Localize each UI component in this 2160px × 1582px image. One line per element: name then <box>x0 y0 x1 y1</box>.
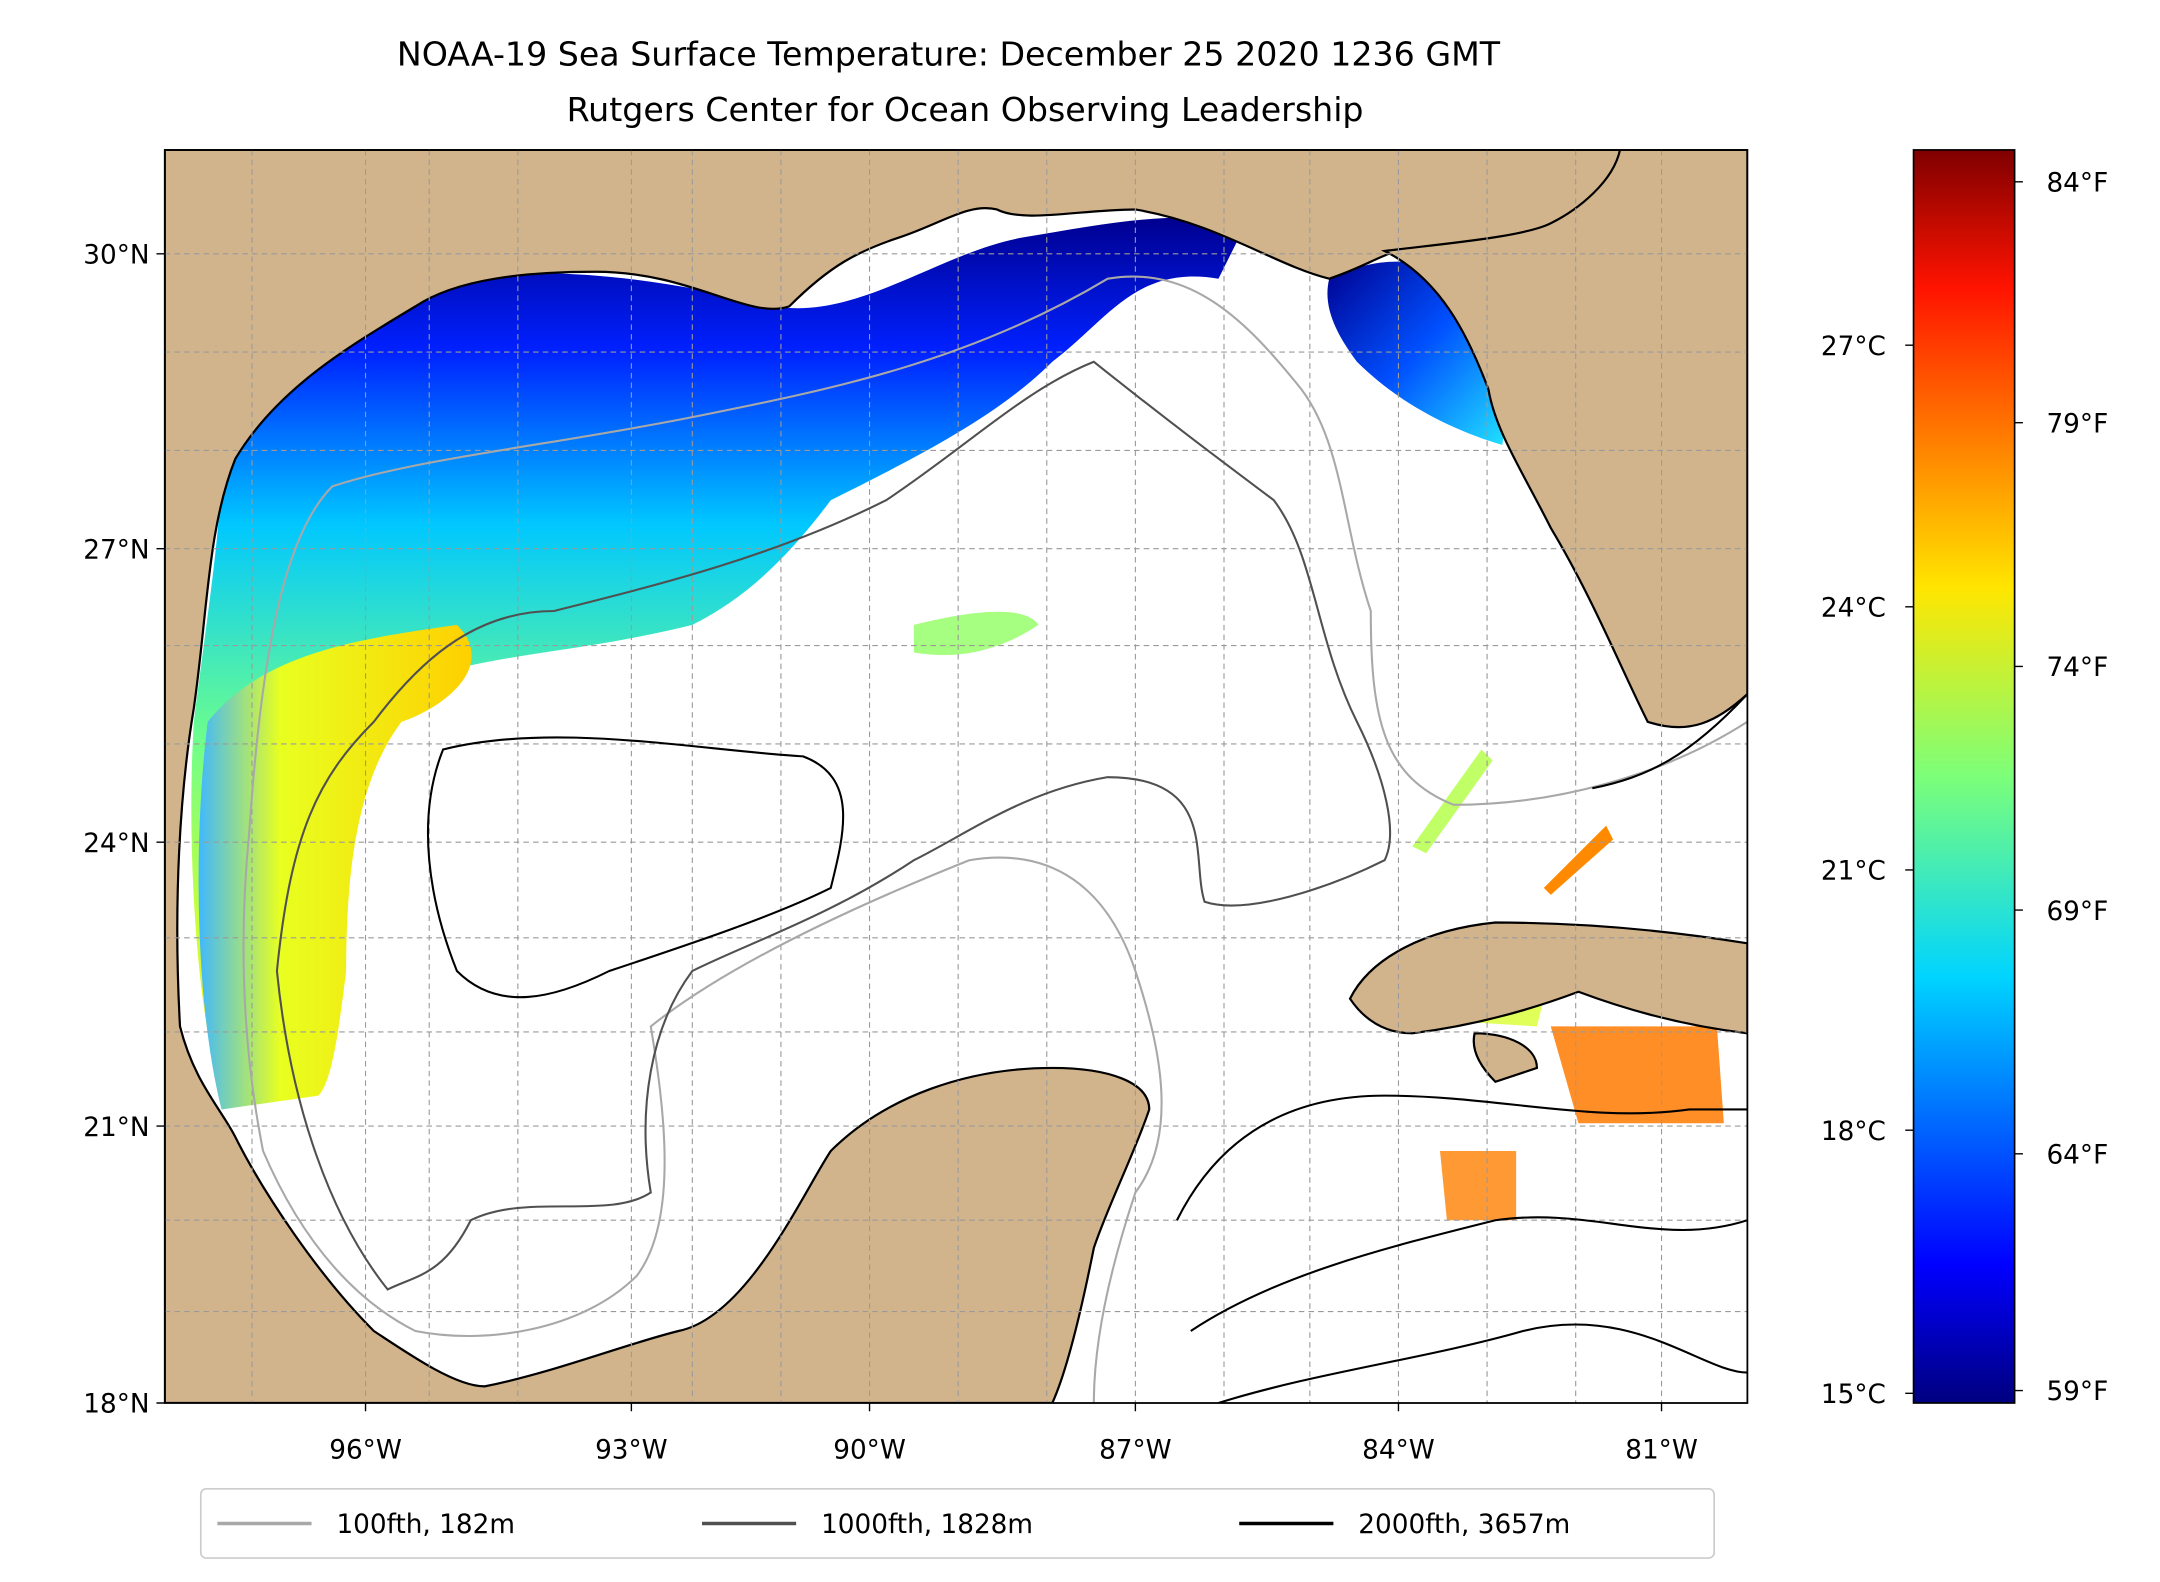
lon-axis: 96°W 93°W 90°W 87°W 84°W 81°W <box>329 1403 1698 1465</box>
colorbar: 27°C 24°C 21°C 18°C 15°C 84°F 79°F 74°F … <box>1821 149 2108 1410</box>
lon-tick-label: 87°W <box>1099 1435 1172 1465</box>
legend-label: 1000fth, 1828m <box>821 1510 1033 1540</box>
celsius-tick: 24°C <box>1821 594 1886 624</box>
fahrenheit-tick: 59°F <box>2046 1377 2108 1407</box>
legend-label: 2000fth, 3657m <box>1358 1510 1570 1540</box>
colorbar-gradient <box>1912 149 2016 1404</box>
lat-tick-label: 18°N <box>83 1390 149 1420</box>
title-line-2: Rutgers Center for Ocean Observing Leade… <box>567 90 1364 129</box>
celsius-tick: 21°C <box>1821 857 1886 887</box>
lat-tick-label: 24°N <box>83 829 149 859</box>
lon-tick-label: 93°W <box>595 1435 668 1465</box>
isobath-legend: 100fth, 182m 1000fth, 1828m 2000fth, 365… <box>199 1488 1715 1559</box>
fahrenheit-tick: 74°F <box>2046 653 2108 683</box>
fahrenheit-tick: 79°F <box>2046 409 2108 439</box>
lon-tick-label: 90°W <box>833 1435 906 1465</box>
lat-axis: 30°N 27°N 24°N 21°N 18°N <box>83 240 165 1420</box>
title-line-1: NOAA-19 Sea Surface Temperature: Decembe… <box>397 34 1501 73</box>
land <box>164 149 1748 1404</box>
legend-label: 100fth, 182m <box>336 1510 515 1540</box>
fahrenheit-tick: 69°F <box>2046 897 2108 927</box>
isobaths <box>242 275 1748 1404</box>
lat-tick-label: 27°N <box>83 535 149 565</box>
lon-tick-label: 96°W <box>329 1435 402 1465</box>
map-frame <box>163 149 1749 1404</box>
lat-tick-label: 21°N <box>83 1113 149 1143</box>
fahrenheit-tick: 84°F <box>2046 168 2108 198</box>
lat-tick-label: 30°N <box>83 240 149 270</box>
fahrenheit-tick: 64°F <box>2046 1140 2108 1170</box>
lon-tick-label: 81°W <box>1625 1435 1698 1465</box>
map-axes[interactable] <box>164 149 1748 1404</box>
celsius-tick: 15°C <box>1821 1380 1886 1410</box>
lon-tick-label: 84°W <box>1362 1435 1435 1465</box>
celsius-tick: 27°C <box>1821 332 1886 362</box>
celsius-tick: 18°C <box>1821 1117 1886 1147</box>
